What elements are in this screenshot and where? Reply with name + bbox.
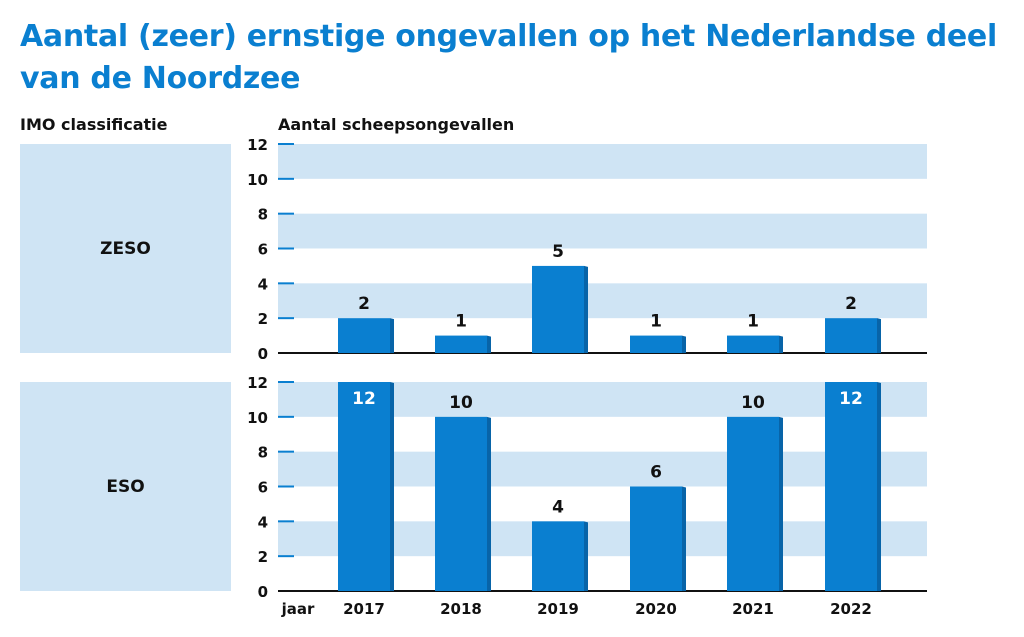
eso-data-label-2020: 6 — [650, 463, 662, 483]
zeso-y-tick-label: 6 — [258, 241, 268, 259]
panel-label-zeso: ZESO — [20, 144, 231, 353]
eso-bar-side-2018 — [487, 416, 491, 591]
zeso-bar-2021 — [727, 335, 779, 353]
zeso-y-tick-label: 12 — [247, 136, 268, 154]
zeso-data-label-2020: 1 — [650, 312, 662, 332]
zeso-data-label-2017: 2 — [358, 294, 370, 314]
zeso-bar-2022 — [825, 318, 877, 353]
eso-bar-2017 — [338, 382, 390, 591]
chart-title: Aantal (zeer) ernstige ongevallen op het… — [20, 19, 997, 96]
zeso-y-tick-label: 10 — [247, 171, 268, 189]
zeso-y-tick-label: 8 — [258, 206, 268, 224]
x-tick-label-2021: 2021 — [732, 600, 774, 618]
y-axis-title: Aantal scheepsongevallen — [278, 115, 515, 134]
eso-y-tick-label: 8 — [258, 444, 268, 462]
eso-y-tick-label: 12 — [247, 374, 268, 392]
eso-bar-2022 — [825, 382, 877, 591]
x-tick-label-2017: 2017 — [343, 600, 385, 618]
classification-header: IMO classificatie — [20, 115, 168, 134]
x-tick-label-2020: 2020 — [635, 600, 677, 618]
eso-bar-2018 — [435, 416, 487, 591]
zeso-data-label-2021: 1 — [747, 312, 759, 332]
eso-bar-side-2021 — [779, 416, 783, 591]
eso-bar-2021 — [727, 416, 779, 591]
eso-data-label-2017: 12 — [352, 389, 376, 409]
eso-bar-side-2022 — [877, 382, 881, 591]
zeso-bar-side-2020 — [682, 335, 686, 353]
zeso-bar-side-2019 — [584, 265, 588, 353]
zeso-y-tick-label: 0 — [258, 345, 268, 363]
eso-y-tick-label: 10 — [247, 409, 268, 427]
eso-bar-side-2020 — [682, 486, 686, 591]
eso-y-tick-label: 6 — [258, 479, 268, 497]
zeso-bar-side-2021 — [779, 335, 783, 353]
eso-data-label-2019: 4 — [552, 497, 564, 517]
eso-y-tick-label: 0 — [258, 583, 268, 601]
eso-data-label-2021: 10 — [741, 393, 765, 413]
zeso-y-tick-label: 4 — [258, 275, 268, 293]
zeso-data-label-2022: 2 — [845, 294, 857, 314]
x-tick-label-2018: 2018 — [440, 600, 482, 618]
eso-data-label-2022: 12 — [839, 389, 863, 409]
x-tick-label-2019: 2019 — [537, 600, 579, 618]
zeso-bar-side-2018 — [487, 335, 491, 353]
eso-bar-side-2017 — [390, 382, 394, 591]
eso-data-label-2018: 10 — [449, 393, 473, 413]
zeso-bar-2020 — [630, 335, 682, 353]
zeso-bar-side-2017 — [390, 318, 394, 353]
eso-y-tick-label: 2 — [258, 548, 268, 566]
eso-y-tick-label: 4 — [258, 513, 268, 531]
x-tick-label-2022: 2022 — [830, 600, 872, 618]
eso-bar-side-2019 — [584, 521, 588, 591]
zeso-y-tick-label: 2 — [258, 310, 268, 328]
eso-bar-2020 — [630, 486, 682, 591]
x-axis-title: jaar — [281, 600, 315, 618]
zeso-bar-2019 — [532, 265, 584, 353]
panel-label-eso: ESO — [20, 382, 231, 591]
zeso-grid-band — [278, 144, 927, 179]
zeso-bar-2017 — [338, 318, 390, 353]
zeso-data-label-2019: 5 — [552, 242, 564, 262]
zeso-grid-band — [278, 283, 927, 319]
zeso-grid-band — [278, 213, 927, 249]
eso-bar-2019 — [532, 521, 584, 591]
zeso-bar-side-2022 — [877, 318, 881, 353]
zeso-bar-2018 — [435, 335, 487, 353]
zeso-data-label-2018: 1 — [455, 312, 467, 332]
